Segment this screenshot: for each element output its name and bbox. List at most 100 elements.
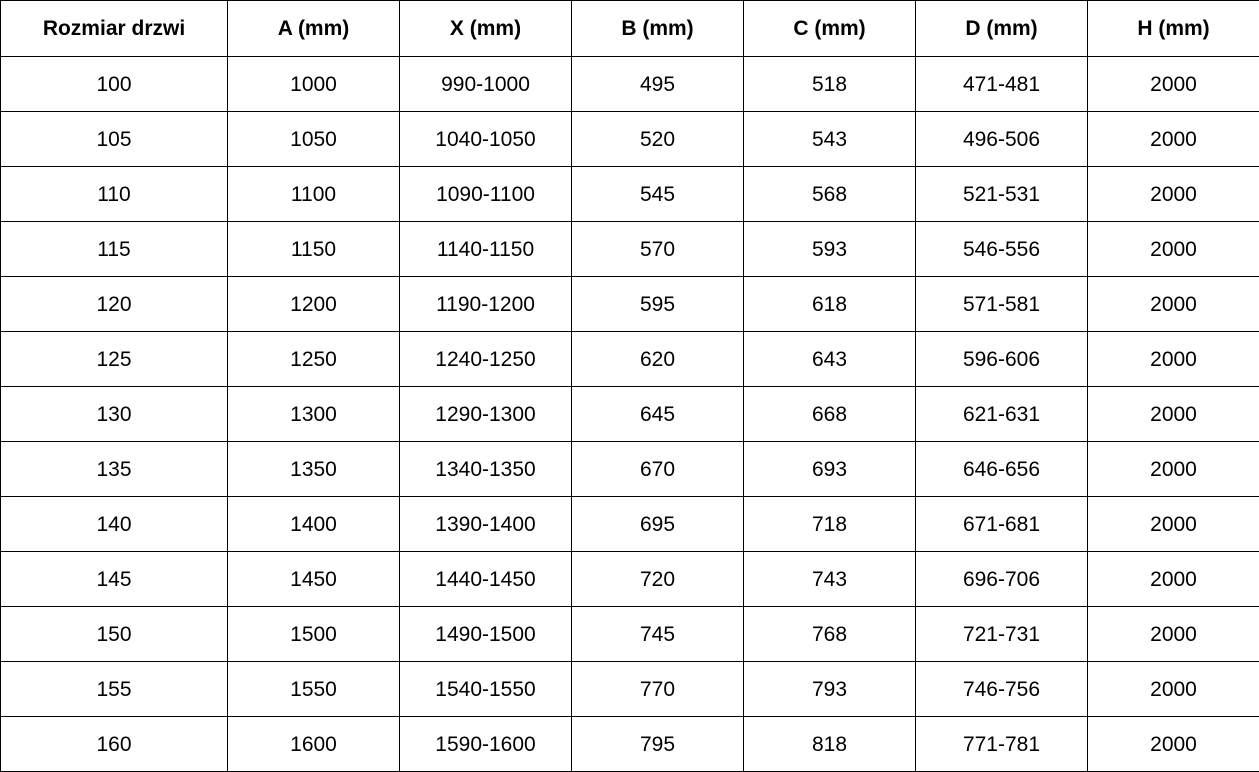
column-header-h-mm: H (mm) — [1088, 1, 1259, 57]
table-cell-d-mm: 621-631 — [916, 387, 1088, 442]
table-cell-b-mm: 720 — [572, 552, 744, 607]
table-cell-x-mm: 1240-1250 — [400, 332, 572, 387]
table-cell-x-mm: 1290-1300 — [400, 387, 572, 442]
table-cell-rozmiar-drzwi: 160 — [1, 717, 228, 772]
table-cell-b-mm: 520 — [572, 112, 744, 167]
column-header-rozmiar-drzwi: Rozmiar drzwi — [1, 1, 228, 57]
table-cell-b-mm: 745 — [572, 607, 744, 662]
table-cell-a-mm: 1400 — [228, 497, 400, 552]
table-cell-x-mm: 1140-1150 — [400, 222, 572, 277]
table-cell-rozmiar-drzwi: 125 — [1, 332, 228, 387]
table-cell-a-mm: 1300 — [228, 387, 400, 442]
table-cell-d-mm: 471-481 — [916, 57, 1088, 112]
table-cell-b-mm: 595 — [572, 277, 744, 332]
table-cell-b-mm: 570 — [572, 222, 744, 277]
table-cell-rozmiar-drzwi: 120 — [1, 277, 228, 332]
table-cell-c-mm: 743 — [744, 552, 916, 607]
table-cell-rozmiar-drzwi: 155 — [1, 662, 228, 717]
table-cell-h-mm: 2000 — [1088, 607, 1259, 662]
table-cell-a-mm: 1500 — [228, 607, 400, 662]
table-cell-a-mm: 1100 — [228, 167, 400, 222]
table-cell-d-mm: 546-556 — [916, 222, 1088, 277]
table-cell-c-mm: 768 — [744, 607, 916, 662]
table-cell-x-mm: 1190-1200 — [400, 277, 572, 332]
table-cell-h-mm: 2000 — [1088, 277, 1259, 332]
table-cell-h-mm: 2000 — [1088, 57, 1259, 112]
table-cell-h-mm: 2000 — [1088, 497, 1259, 552]
table-cell-d-mm: 671-681 — [916, 497, 1088, 552]
table-cell-c-mm: 643 — [744, 332, 916, 387]
table-cell-h-mm: 2000 — [1088, 717, 1259, 772]
table-cell-c-mm: 818 — [744, 717, 916, 772]
table-cell-rozmiar-drzwi: 140 — [1, 497, 228, 552]
table-cell-x-mm: 1490-1500 — [400, 607, 572, 662]
table-cell-c-mm: 593 — [744, 222, 916, 277]
table-cell-d-mm: 521-531 — [916, 167, 1088, 222]
table-cell-h-mm: 2000 — [1088, 332, 1259, 387]
column-header-b-mm: B (mm) — [572, 1, 744, 57]
table-cell-h-mm: 2000 — [1088, 442, 1259, 497]
table-cell-x-mm: 1390-1400 — [400, 497, 572, 552]
table-cell-c-mm: 718 — [744, 497, 916, 552]
table-cell-c-mm: 793 — [744, 662, 916, 717]
table-cell-d-mm: 696-706 — [916, 552, 1088, 607]
table-cell-rozmiar-drzwi: 130 — [1, 387, 228, 442]
table-cell-b-mm: 620 — [572, 332, 744, 387]
table-cell-rozmiar-drzwi: 100 — [1, 57, 228, 112]
table-cell-a-mm: 1600 — [228, 717, 400, 772]
table-cell-rozmiar-drzwi: 115 — [1, 222, 228, 277]
column-header-c-mm: C (mm) — [744, 1, 916, 57]
table-cell-d-mm: 496-506 — [916, 112, 1088, 167]
table-cell-d-mm: 721-731 — [916, 607, 1088, 662]
table-cell-c-mm: 668 — [744, 387, 916, 442]
table-cell-c-mm: 543 — [744, 112, 916, 167]
table-cell-b-mm: 795 — [572, 717, 744, 772]
table-cell-a-mm: 1550 — [228, 662, 400, 717]
table-cell-rozmiar-drzwi: 150 — [1, 607, 228, 662]
table-cell-b-mm: 695 — [572, 497, 744, 552]
table-cell-c-mm: 568 — [744, 167, 916, 222]
table-cell-b-mm: 645 — [572, 387, 744, 442]
column-header-d-mm: D (mm) — [916, 1, 1088, 57]
table-cell-a-mm: 1050 — [228, 112, 400, 167]
table-cell-b-mm: 770 — [572, 662, 744, 717]
column-header-x-mm: X (mm) — [400, 1, 572, 57]
table-cell-a-mm: 1250 — [228, 332, 400, 387]
table-cell-c-mm: 693 — [744, 442, 916, 497]
table-cell-x-mm: 1090-1100 — [400, 167, 572, 222]
table-cell-h-mm: 2000 — [1088, 167, 1259, 222]
table-cell-h-mm: 2000 — [1088, 222, 1259, 277]
table-cell-rozmiar-drzwi: 110 — [1, 167, 228, 222]
table-cell-b-mm: 495 — [572, 57, 744, 112]
table-cell-d-mm: 771-781 — [916, 717, 1088, 772]
table-cell-h-mm: 2000 — [1088, 552, 1259, 607]
column-header-a-mm: A (mm) — [228, 1, 400, 57]
table-cell-a-mm: 1150 — [228, 222, 400, 277]
table-cell-c-mm: 618 — [744, 277, 916, 332]
table-cell-d-mm: 646-656 — [916, 442, 1088, 497]
table-cell-rozmiar-drzwi: 105 — [1, 112, 228, 167]
table-cell-h-mm: 2000 — [1088, 662, 1259, 717]
table-cell-a-mm: 1450 — [228, 552, 400, 607]
table-cell-x-mm: 1340-1350 — [400, 442, 572, 497]
table-cell-a-mm: 1200 — [228, 277, 400, 332]
table-cell-x-mm: 1590-1600 — [400, 717, 572, 772]
table-cell-x-mm: 1040-1050 — [400, 112, 572, 167]
table-cell-b-mm: 545 — [572, 167, 744, 222]
table-cell-h-mm: 2000 — [1088, 387, 1259, 442]
table-cell-b-mm: 670 — [572, 442, 744, 497]
table-cell-a-mm: 1000 — [228, 57, 400, 112]
